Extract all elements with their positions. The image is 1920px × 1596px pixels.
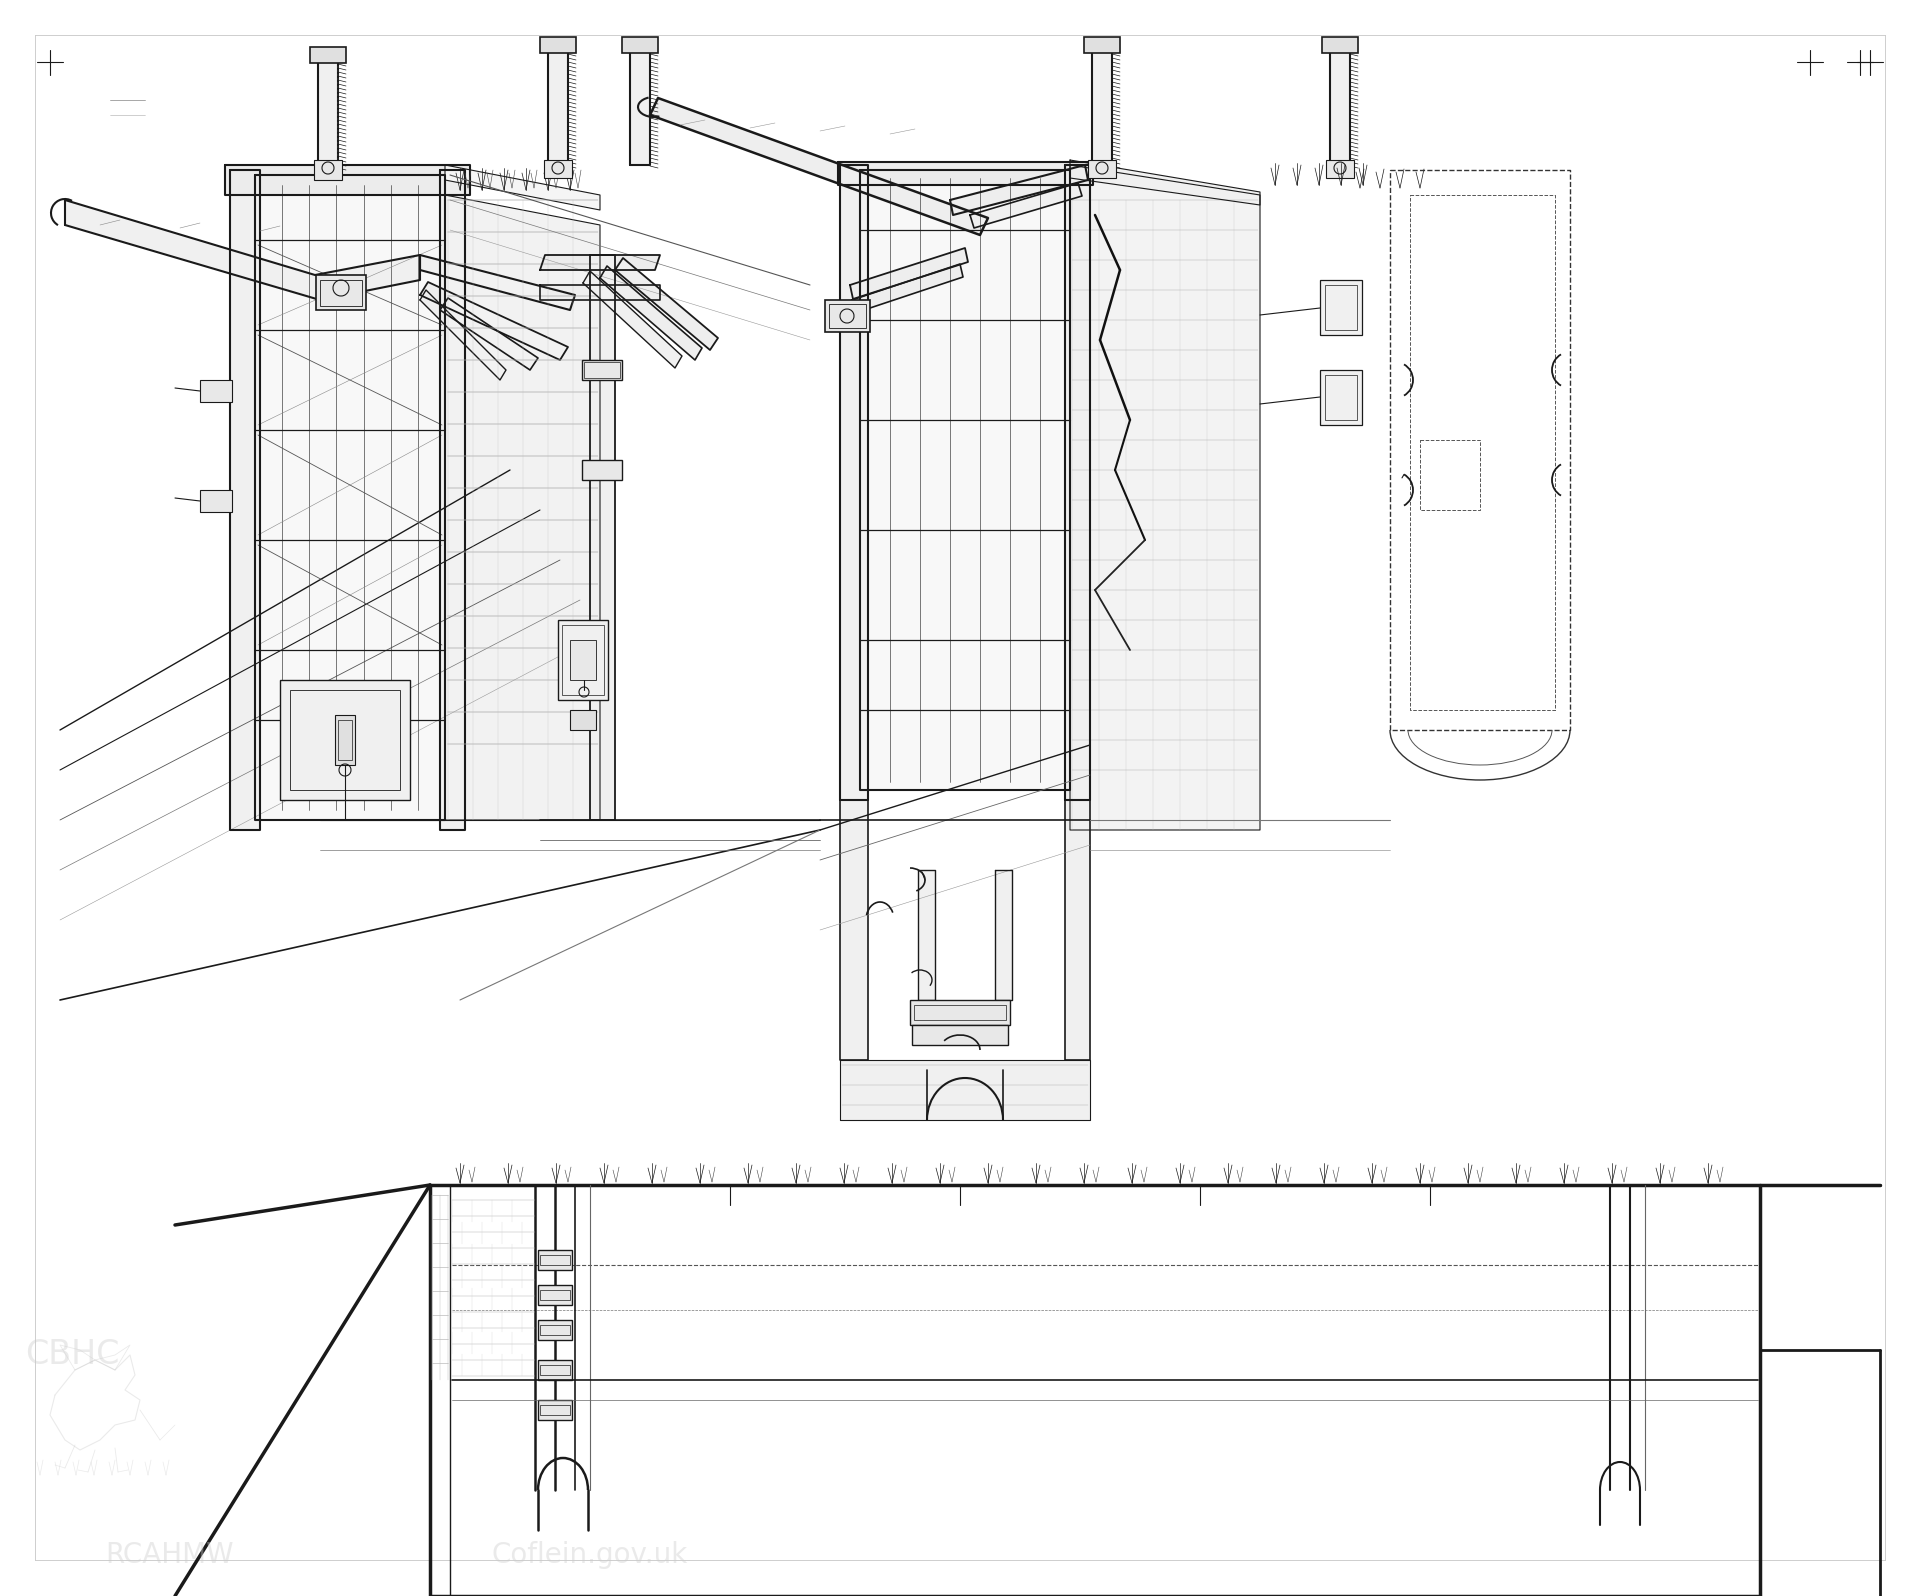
Bar [582, 460, 622, 480]
Polygon shape [995, 870, 1012, 1001]
Bar [317, 275, 367, 310]
Polygon shape [584, 271, 682, 369]
Polygon shape [1066, 164, 1091, 800]
Polygon shape [841, 800, 868, 1060]
Bar [622, 37, 659, 53]
Polygon shape [841, 1060, 1091, 1120]
Polygon shape [1069, 164, 1260, 830]
Text: RCAHMW: RCAHMW [106, 1542, 234, 1569]
Bar [540, 1404, 570, 1416]
Polygon shape [852, 263, 964, 313]
Polygon shape [970, 184, 1083, 228]
Bar [559, 619, 609, 701]
Bar [321, 279, 363, 306]
Polygon shape [547, 45, 568, 164]
Polygon shape [420, 255, 574, 310]
Polygon shape [540, 255, 660, 270]
Bar [280, 680, 411, 800]
Bar [1323, 37, 1357, 53]
Polygon shape [1069, 160, 1260, 204]
Bar [826, 300, 870, 332]
Text: Coflein.gov.uk: Coflein.gov.uk [492, 1542, 687, 1569]
Bar [570, 710, 595, 729]
Bar [309, 46, 346, 62]
Bar [540, 37, 576, 53]
Bar [570, 640, 595, 680]
Bar [200, 490, 232, 512]
Polygon shape [860, 171, 1069, 790]
Polygon shape [1331, 45, 1350, 164]
Bar [290, 689, 399, 790]
Bar [1321, 279, 1361, 335]
Bar [563, 626, 605, 694]
Polygon shape [589, 255, 614, 820]
Bar [910, 1001, 1010, 1025]
Bar [538, 1360, 572, 1381]
Bar [582, 361, 622, 380]
Bar [538, 1285, 572, 1306]
Polygon shape [599, 267, 703, 361]
Bar [540, 1365, 570, 1376]
Polygon shape [651, 97, 989, 235]
Bar [338, 720, 351, 760]
Bar [1325, 375, 1357, 420]
Polygon shape [837, 163, 1092, 185]
Bar [912, 1025, 1008, 1045]
Polygon shape [540, 286, 660, 300]
Bar [538, 1400, 572, 1420]
Polygon shape [851, 247, 968, 298]
Text: CBHC: CBHC [25, 1339, 119, 1371]
Bar [543, 160, 572, 179]
Polygon shape [950, 164, 1089, 215]
Polygon shape [230, 171, 259, 830]
Polygon shape [420, 290, 507, 380]
Bar [538, 1320, 572, 1341]
Polygon shape [614, 259, 718, 350]
Bar [914, 1005, 1006, 1020]
Bar [538, 1250, 572, 1270]
Polygon shape [319, 54, 338, 164]
Bar [334, 715, 355, 764]
Bar [200, 380, 232, 402]
Polygon shape [65, 200, 420, 300]
Polygon shape [1066, 800, 1091, 1060]
Bar [1089, 160, 1116, 179]
Bar [315, 160, 342, 180]
Bar [584, 362, 620, 378]
Polygon shape [420, 282, 568, 361]
Bar [1085, 37, 1119, 53]
Bar [540, 1254, 570, 1266]
Bar [540, 1325, 570, 1334]
Bar [540, 1290, 570, 1301]
Polygon shape [445, 164, 599, 211]
Polygon shape [445, 195, 599, 820]
Polygon shape [841, 164, 868, 800]
Bar [1321, 370, 1361, 425]
Polygon shape [918, 870, 935, 1001]
Polygon shape [630, 45, 651, 164]
Polygon shape [440, 298, 538, 370]
Bar [1325, 286, 1357, 330]
Bar [1327, 160, 1354, 179]
Bar [829, 303, 866, 329]
Polygon shape [255, 176, 445, 820]
Polygon shape [225, 164, 470, 195]
Polygon shape [1092, 45, 1112, 164]
Polygon shape [440, 171, 465, 830]
